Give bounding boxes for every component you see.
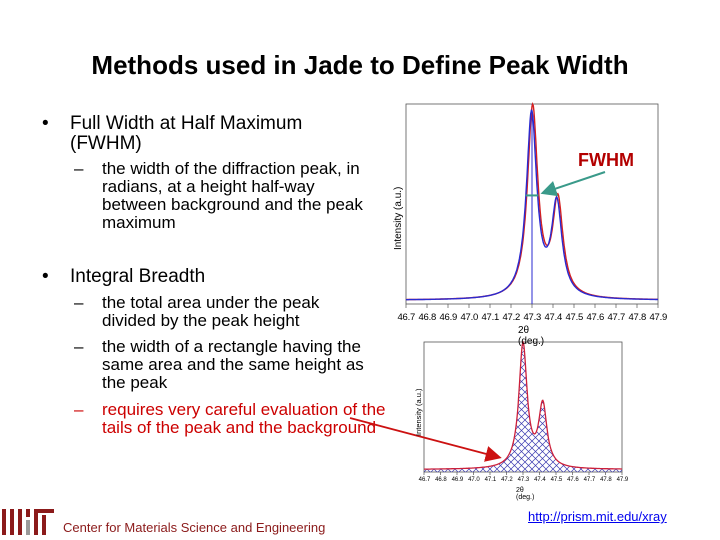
bullet-fwhm: • Full Width at Half Maximum (FWHM): [42, 113, 340, 154]
sub-text: the total area under the peak divided by…: [102, 293, 320, 330]
x-tick-label: 47.0: [460, 312, 479, 323]
bullet-marker: •: [42, 266, 49, 287]
x-tick-label: 47.2: [501, 477, 513, 483]
x-tick-label: 47.8: [628, 312, 647, 323]
dash-marker: –: [74, 400, 84, 419]
dash-marker: –: [74, 293, 84, 312]
ib-chart-xlabel: 2θ (deg.): [516, 487, 535, 501]
sub-text: the width of a rectangle having the same…: [102, 337, 364, 392]
x-tick-label: 47.0: [468, 477, 480, 483]
ib-chart-ylabel: Intensity (a.u.): [414, 388, 423, 436]
sub-fwhm-definition: – the width of the diffraction peak, in …: [74, 159, 372, 232]
x-tick-label: 47.9: [616, 477, 629, 483]
fwhm-arrow: [540, 171, 606, 197]
x-tick-label: 47.5: [565, 312, 584, 323]
sub-text: requires very careful evaluation of the …: [102, 400, 386, 437]
x-tick-label: 47.4: [534, 477, 546, 483]
x-tick-label: 47.8: [600, 477, 612, 483]
x-tick-label: 47.7: [583, 477, 596, 483]
x-tick-label: 47.5: [550, 477, 563, 483]
sub-text: the width of the diffraction peak, in ra…: [102, 159, 363, 232]
ib-pointer-arrow: [349, 417, 502, 462]
ib-series-line: [424, 340, 622, 470]
dash-marker: –: [74, 337, 84, 356]
footer-center-name: Center for Materials Science and Enginee…: [63, 520, 326, 535]
dash-marker: –: [74, 159, 84, 178]
bullet-integral-breadth: • Integral Breadth: [42, 266, 370, 287]
sub-total-area: – the total area under the peak divided …: [74, 293, 357, 330]
footer-url-link[interactable]: http://prism.mit.edu/xray: [528, 509, 667, 524]
fwhm-chart-xlabel: 2θ (deg.): [518, 325, 545, 347]
x-tick-label: 47.3: [523, 312, 542, 323]
x-tick-label: 47.9: [649, 312, 668, 323]
bullet-text: Full Width at Half Maximum (FWHM): [70, 113, 303, 154]
x-tick-label: 47.6: [567, 477, 579, 483]
x-tick-label: 47.6: [586, 312, 605, 323]
x-tick-label: 46.8: [435, 477, 447, 483]
x-tick-label: 46.9: [451, 477, 464, 483]
sub-rectangle-width: – the width of a rectangle having the sa…: [74, 337, 367, 392]
mit-logo: [2, 509, 54, 535]
x-tick-label: 47.7: [607, 312, 626, 323]
ib-chart-tickmarks: [423, 472, 623, 475]
fwhm-series-blue: [406, 109, 658, 301]
x-tick-label: 47.1: [484, 477, 497, 483]
x-tick-label: 46.9: [439, 312, 458, 323]
x-tick-label: 47.4: [544, 312, 563, 323]
bullet-marker: •: [42, 113, 49, 134]
fwhm-annotation: FWHM: [578, 150, 634, 170]
sub-tails-evaluation: – requires very careful evaluation of th…: [74, 400, 387, 437]
x-tick-label: 46.8: [418, 312, 437, 323]
ib-area-fill: [424, 342, 622, 472]
x-tick-label: 47.1: [481, 312, 500, 323]
bullet-text: Integral Breadth: [70, 266, 206, 287]
x-tick-label: 47.2: [502, 312, 521, 323]
fwhm-chart-tickmarks: [405, 304, 659, 308]
x-tick-label: 47.3: [517, 477, 530, 483]
x-tick-label: 46.7: [397, 312, 416, 323]
x-tick-label: 46.7: [418, 477, 431, 483]
slide-title: Methods used in Jade to Define Peak Widt…: [91, 50, 629, 80]
